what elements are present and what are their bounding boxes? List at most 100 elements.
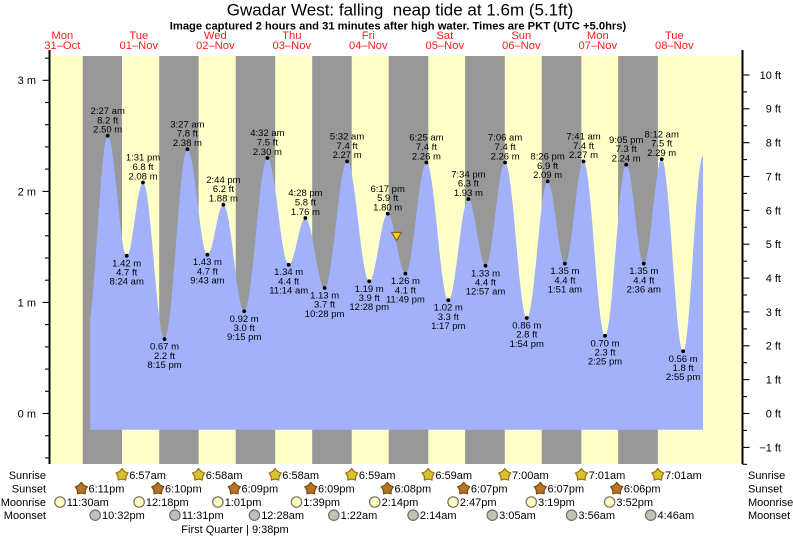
svg-text:Mon: Mon	[51, 30, 73, 42]
svg-text:1.43 m: 1.43 m	[193, 257, 222, 268]
svg-text:6:25 am: 6:25 am	[409, 133, 443, 144]
svg-text:12:28 pm: 12:28 pm	[349, 302, 389, 313]
svg-text:7.3 ft: 7.3 ft	[616, 144, 637, 155]
svg-text:Image captured 2 hours and 31: Image captured 2 hours and 31 minutes af…	[170, 21, 627, 33]
svg-text:2.3 ft: 2.3 ft	[594, 348, 615, 359]
svg-text:Sunset: Sunset	[12, 484, 46, 496]
svg-text:06–Nov: 06–Nov	[502, 40, 541, 52]
svg-text:11:49 pm: 11:49 pm	[386, 295, 425, 306]
svg-text:3.3 ft: 3.3 ft	[438, 312, 459, 323]
svg-text:3:27 am: 3:27 am	[170, 119, 204, 130]
svg-text:7:06 am: 7:06 am	[488, 133, 522, 144]
svg-text:1.42 m: 1.42 m	[112, 258, 141, 269]
svg-text:1.35 m: 1.35 m	[550, 266, 579, 277]
svg-text:4.4 ft: 4.4 ft	[554, 275, 575, 286]
svg-text:4.1 ft: 4.1 ft	[395, 285, 416, 296]
svg-text:0.67 m: 0.67 m	[150, 342, 179, 353]
svg-text:1.26 m: 1.26 m	[391, 276, 420, 287]
svg-text:1:54 pm: 1:54 pm	[510, 339, 544, 350]
svg-text:3.7 ft: 3.7 ft	[314, 300, 335, 311]
svg-text:0 ft: 0 ft	[766, 408, 781, 420]
svg-text:07–Nov: 07–Nov	[579, 40, 618, 52]
svg-text:Moonrise: Moonrise	[748, 497, 793, 509]
svg-text:6:09pm: 6:09pm	[242, 484, 279, 496]
svg-text:1.93 m: 1.93 m	[454, 188, 483, 199]
svg-text:2:27 am: 2:27 am	[91, 106, 125, 117]
svg-text:4.7 ft: 4.7 ft	[116, 268, 137, 279]
svg-text:0.70 m: 0.70 m	[590, 338, 619, 349]
svg-text:7:34 pm: 7:34 pm	[451, 169, 485, 180]
svg-text:9 ft: 9 ft	[766, 104, 781, 116]
svg-text:Wed: Wed	[204, 30, 227, 42]
svg-text:−1 ft: −1 ft	[759, 442, 781, 454]
svg-text:2:36 am: 2:36 am	[627, 285, 661, 296]
svg-text:2.24 m: 2.24 m	[612, 154, 641, 165]
svg-text:4:46am: 4:46am	[658, 510, 695, 522]
svg-text:6:17 pm: 6:17 pm	[371, 184, 405, 195]
svg-text:3:52pm: 3:52pm	[616, 497, 653, 509]
svg-text:0.56 m: 0.56 m	[669, 354, 698, 365]
svg-text:6 ft: 6 ft	[766, 205, 781, 217]
svg-text:1.35 m: 1.35 m	[629, 266, 658, 277]
svg-text:9:43 am: 9:43 am	[190, 276, 224, 287]
svg-text:4 ft: 4 ft	[766, 273, 781, 285]
svg-text:1.76 m: 1.76 m	[291, 207, 320, 218]
svg-text:8:24 am: 8:24 am	[110, 277, 144, 288]
svg-text:5:32 am: 5:32 am	[330, 132, 364, 143]
svg-text:7 ft: 7 ft	[766, 171, 781, 183]
svg-text:Sunset: Sunset	[748, 484, 782, 496]
svg-text:12:18pm: 12:18pm	[146, 497, 189, 509]
svg-text:1:22am: 1:22am	[341, 510, 378, 522]
svg-text:11:14 am: 11:14 am	[269, 286, 308, 297]
svg-text:Moonrise: Moonrise	[1, 497, 46, 509]
svg-text:6:06pm: 6:06pm	[624, 484, 661, 496]
svg-text:2.08 m: 2.08 m	[128, 171, 157, 182]
svg-text:6.2 ft: 6.2 ft	[213, 184, 234, 195]
svg-text:7:01am: 7:01am	[589, 470, 626, 482]
svg-text:3 ft: 3 ft	[766, 307, 781, 319]
svg-text:6:57am: 6:57am	[129, 470, 166, 482]
svg-text:1:39pm: 1:39pm	[303, 497, 340, 509]
svg-text:2:25 pm: 2:25 pm	[588, 357, 622, 368]
svg-text:2.50 m: 2.50 m	[93, 125, 122, 136]
svg-text:Sunrise: Sunrise	[748, 470, 785, 482]
svg-text:6:07pm: 6:07pm	[471, 484, 508, 496]
svg-text:4.7 ft: 4.7 ft	[197, 266, 218, 277]
svg-text:1.19 m: 1.19 m	[355, 284, 384, 295]
svg-text:6:10pm: 6:10pm	[165, 484, 202, 496]
svg-text:2.38 m: 2.38 m	[173, 138, 202, 149]
svg-text:5 ft: 5 ft	[766, 239, 781, 251]
svg-text:2:14am: 2:14am	[420, 510, 457, 522]
svg-text:7.4 ft: 7.4 ft	[337, 141, 358, 152]
svg-text:8:15 pm: 8:15 pm	[147, 360, 181, 371]
svg-text:04–Nov: 04–Nov	[349, 40, 388, 52]
svg-text:1:51 am: 1:51 am	[548, 285, 582, 296]
svg-text:11:31pm: 11:31pm	[182, 510, 224, 522]
svg-text:02–Nov: 02–Nov	[196, 40, 235, 52]
svg-text:8 ft: 8 ft	[766, 138, 781, 150]
svg-text:First Quarter | 9:38pm: First Quarter | 9:38pm	[181, 524, 288, 536]
svg-text:2.27 m: 2.27 m	[333, 150, 362, 161]
svg-text:08–Nov: 08–Nov	[655, 40, 694, 52]
svg-text:11:30am: 11:30am	[67, 497, 109, 509]
svg-text:1.02 m: 1.02 m	[434, 303, 463, 314]
svg-text:Sun: Sun	[511, 30, 531, 42]
svg-text:7.4 ft: 7.4 ft	[495, 142, 516, 153]
svg-text:6.3 ft: 6.3 ft	[458, 179, 479, 190]
svg-text:1 m: 1 m	[18, 297, 36, 309]
svg-text:1 ft: 1 ft	[766, 375, 781, 387]
svg-text:Tue: Tue	[665, 30, 684, 42]
svg-text:1.13 m: 1.13 m	[310, 291, 339, 302]
svg-text:6:08pm: 6:08pm	[395, 484, 432, 496]
svg-text:6:07pm: 6:07pm	[548, 484, 585, 496]
svg-text:6:58am: 6:58am	[282, 470, 319, 482]
svg-text:Mon: Mon	[587, 30, 609, 42]
svg-text:10:28 pm: 10:28 pm	[305, 309, 345, 320]
svg-text:2.09 m: 2.09 m	[533, 170, 562, 181]
svg-text:3.9 ft: 3.9 ft	[359, 293, 380, 304]
svg-text:2 m: 2 m	[18, 186, 36, 198]
svg-text:3.0 ft: 3.0 ft	[234, 323, 255, 334]
svg-text:1.80 m: 1.80 m	[373, 202, 402, 213]
svg-text:Sunrise: Sunrise	[9, 470, 46, 482]
svg-text:1.34 m: 1.34 m	[274, 267, 303, 278]
